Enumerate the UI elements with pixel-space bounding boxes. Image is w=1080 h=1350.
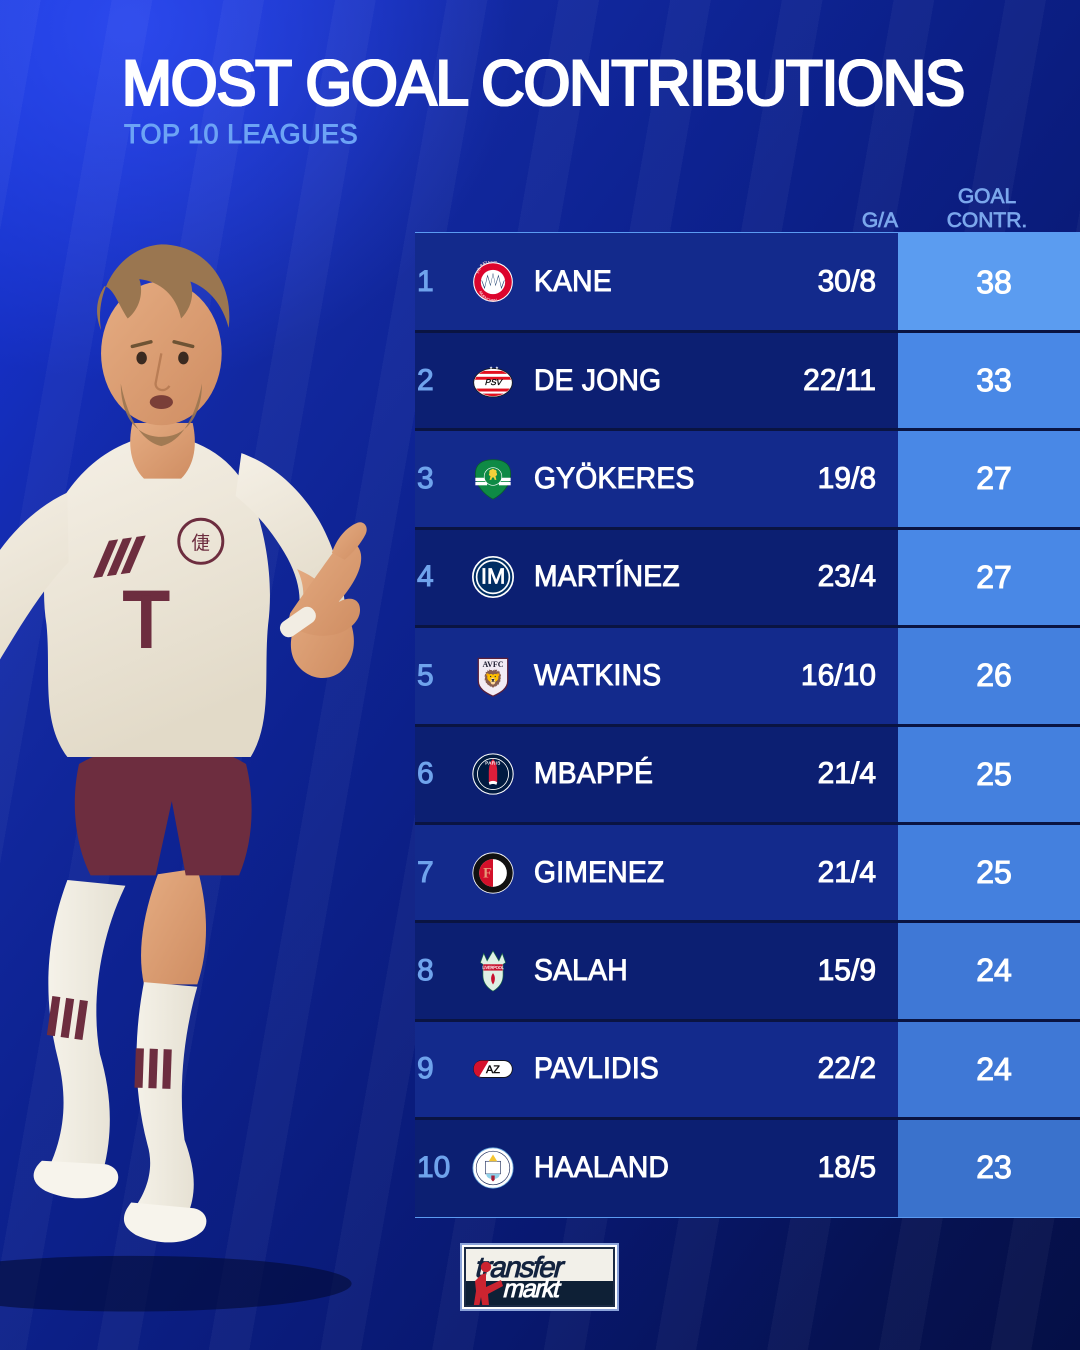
svg-text:LIVERPOOL: LIVERPOOL xyxy=(482,966,504,970)
svg-text:IM: IM xyxy=(481,564,505,589)
svg-text:★: ★ xyxy=(495,365,499,370)
svg-text:PSV: PSV xyxy=(485,377,504,387)
svg-text:🦁: 🦁 xyxy=(483,668,504,688)
svg-text:AZ: AZ xyxy=(485,1065,500,1077)
svg-text:AVFC: AVFC xyxy=(482,660,503,669)
svg-text:倢: 倢 xyxy=(192,532,211,553)
svg-text:PARIS: PARIS xyxy=(485,761,501,766)
svg-text:F: F xyxy=(483,865,492,881)
svg-text:★: ★ xyxy=(489,365,493,370)
